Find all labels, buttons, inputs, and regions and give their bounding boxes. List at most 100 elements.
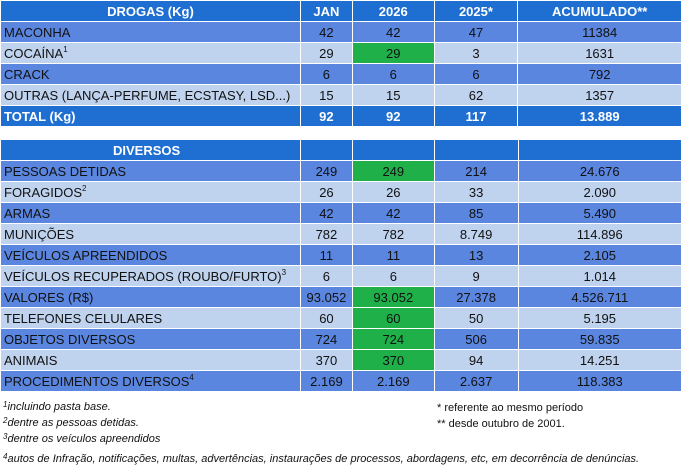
table-row: PESSOAS DETIDAS 249 249 214 24.676 [0, 160, 682, 182]
misc-header-label: DIVERSOS [0, 139, 301, 161]
cell-jan: 42 [299, 202, 353, 224]
cell-2025: 2.637 [433, 370, 519, 392]
cell-jan: 60 [299, 307, 353, 329]
header-jan: JAN [299, 0, 353, 22]
footnote-ref: 4 [189, 372, 194, 382]
cell-2025: 85 [433, 202, 519, 224]
drugs-header-row: DROGAS (Kg) JAN 2026 2025* ACUMULADO** [0, 0, 682, 22]
row-label: OUTRAS (LANÇA-PERFUME, ECSTASY, LSD...) [0, 84, 301, 106]
table-row: FORAGIDOS2 26 26 33 2.090 [0, 181, 682, 203]
row-label: TELEFONES CELULARES [0, 307, 301, 329]
footnote-number: 1 [3, 400, 8, 409]
footnote-2: 2dentre as pessoas detidas. [3, 417, 139, 430]
table-row: CRACK 6 6 6 792 [0, 63, 682, 85]
misc-table: DIVERSOS PESSOAS DETIDAS 249 249 214 24.… [0, 139, 682, 392]
cell-2025: 27.378 [433, 286, 519, 308]
header-2026: 2026 [351, 0, 435, 22]
cell-jan: 6 [299, 63, 353, 85]
cell-accumulated: 5.490 [517, 202, 682, 224]
cell-accumulated: 24.676 [517, 160, 682, 182]
drugs-header-label: DROGAS (Kg) [0, 0, 301, 22]
header-accumulated: ACUMULADO** [517, 0, 682, 22]
row-label: MUNIÇÕES [0, 223, 301, 245]
cell-accumulated: 11384 [517, 21, 682, 43]
cell-2026: 249 [351, 160, 435, 182]
header-blank [517, 139, 682, 161]
cell-accumulated: 59.835 [517, 328, 682, 350]
table-row: ARMAS 42 42 85 5.490 [0, 202, 682, 224]
row-label: ARMAS [0, 202, 301, 224]
row-label: VEÍCULOS RECUPERADOS (ROUBO/FURTO)3 [0, 265, 301, 287]
footnote-text: dentre os veículos apreendidos [7, 433, 161, 445]
table-row: VEÍCULOS APREENDIDOS 11 11 13 2.105 [0, 244, 682, 266]
cell-2025: 3 [433, 42, 519, 64]
row-label: PESSOAS DETIDAS [0, 160, 301, 182]
cell-accumulated: 5.195 [517, 307, 682, 329]
footnote-number: 4 [3, 452, 8, 461]
footnote-4: 4autos de Infração, notificações, multas… [3, 452, 640, 466]
cell-accumulated: 118.383 [517, 370, 682, 392]
cell-2026: 93.052 [351, 286, 435, 308]
table-row: ANIMAIS 370 370 94 14.251 [0, 349, 682, 371]
cell-2025: 8.749 [433, 223, 519, 245]
cell-accumulated: 1357 [517, 84, 682, 106]
total-2025: 117 [433, 105, 519, 127]
row-label: FORAGIDOS2 [0, 181, 301, 203]
footnote-text: incluindo pasta base. [7, 401, 111, 413]
footnote-1: 1incluindo pasta base. [3, 400, 111, 414]
cell-jan: 42 [299, 21, 353, 43]
footnote-since-2001: ** desde outubro de 2001. [437, 418, 565, 430]
footnote-reference-period: * referente ao mesmo período [437, 402, 584, 414]
cell-2025: 62 [433, 84, 519, 106]
cell-jan: 26 [299, 181, 353, 203]
table-row: VEÍCULOS RECUPERADOS (ROUBO/FURTO)3 6 6 … [0, 265, 682, 287]
cell-2025: 13 [433, 244, 519, 266]
cell-2025: 6 [433, 63, 519, 85]
row-label: CRACK [0, 63, 301, 85]
table-row: OUTRAS (LANÇA-PERFUME, ECSTASY, LSD...) … [0, 84, 682, 106]
footnote-3: 3dentre os veículos apreendidos [3, 433, 161, 446]
cell-jan: 370 [299, 349, 353, 371]
cell-jan: 29 [299, 42, 353, 64]
row-label: OBJETOS DIVERSOS [0, 328, 301, 350]
table-row: MACONHA 42 42 47 11384 [0, 21, 682, 43]
cell-2025: 214 [433, 160, 519, 182]
cell-accumulated: 2.090 [517, 181, 682, 203]
cell-jan: 249 [299, 160, 353, 182]
cell-2026: 29 [351, 42, 435, 64]
row-label: COCAÍNA1 [0, 42, 301, 64]
table-row: VALORES (R$) 93.052 93.052 27.378 4.526.… [0, 286, 682, 308]
total-label: TOTAL (Kg) [0, 105, 301, 127]
misc-header-row: DIVERSOS [0, 139, 682, 161]
cell-2026: 6 [351, 265, 435, 287]
cell-2026: 42 [351, 202, 435, 224]
footnote-text: autos de Infração, notificações, multas,… [7, 453, 640, 465]
cell-jan: 6 [299, 265, 353, 287]
cell-2026: 2.169 [351, 370, 435, 392]
total-row: TOTAL (Kg) 92 92 117 13.889 [0, 105, 682, 127]
cell-2026: 6 [351, 63, 435, 85]
cell-2026: 782 [351, 223, 435, 245]
cell-2026: 724 [351, 328, 435, 350]
cell-2026: 60 [351, 307, 435, 329]
cell-2026: 370 [351, 349, 435, 371]
header-2025: 2025* [433, 0, 519, 22]
cell-accumulated: 1631 [517, 42, 682, 64]
cell-jan: 15 [299, 84, 353, 106]
cell-jan: 2.169 [299, 370, 353, 392]
footnote-ref: 1 [63, 44, 68, 54]
table-row: MUNIÇÕES 782 782 8.749 114.896 [0, 223, 682, 245]
drugs-table: DROGAS (Kg) JAN 2026 2025* ACUMULADO** M… [0, 0, 682, 127]
cell-2025: 47 [433, 21, 519, 43]
cell-2026: 11 [351, 244, 435, 266]
cell-jan: 724 [299, 328, 353, 350]
total-accumulated: 13.889 [517, 105, 682, 127]
cell-2025: 94 [433, 349, 519, 371]
cell-accumulated: 4.526.711 [517, 286, 682, 308]
table-row: OBJETOS DIVERSOS 724 724 506 59.835 [0, 328, 682, 350]
cell-2026: 15 [351, 84, 435, 106]
header-blank [299, 139, 353, 161]
footnote-ref: 2 [82, 183, 87, 193]
total-2026: 92 [351, 105, 435, 127]
